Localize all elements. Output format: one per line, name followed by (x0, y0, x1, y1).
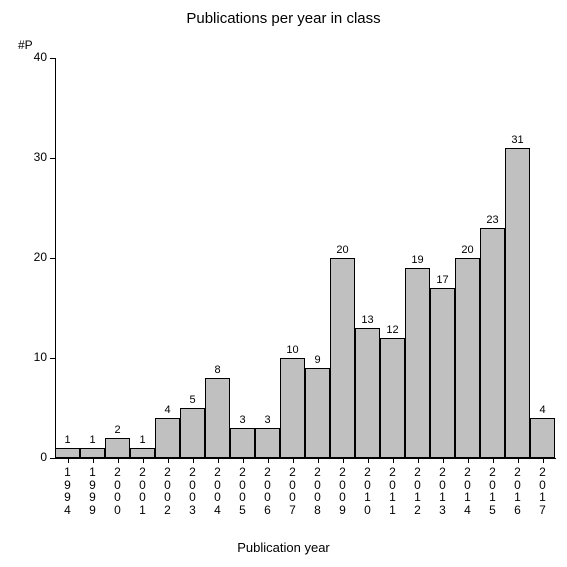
x-tick-mark (418, 458, 419, 463)
x-tick-mark (318, 458, 319, 463)
bar (155, 418, 180, 458)
x-tick-label: 2000 (105, 466, 130, 516)
x-tick-label: 1999 (80, 466, 105, 516)
x-tick-mark (493, 458, 494, 463)
x-tick-mark (393, 458, 394, 463)
bar (105, 438, 130, 458)
x-tick-mark (168, 458, 169, 463)
bar-value-label: 12 (378, 324, 407, 336)
bar (130, 448, 155, 458)
bar (280, 358, 305, 458)
bar-value-label: 17 (428, 274, 457, 286)
bar-value-label: 1 (128, 434, 157, 446)
y-tick-mark (50, 358, 55, 359)
bar (530, 418, 555, 458)
bar-value-label: 5 (178, 394, 207, 406)
x-tick-label: 2001 (130, 466, 155, 516)
x-axis-title: Publication year (0, 540, 567, 555)
bar-value-label: 19 (403, 254, 432, 266)
bar (255, 428, 280, 458)
bar (205, 378, 230, 458)
x-tick-mark (143, 458, 144, 463)
x-tick-label: 2015 (480, 466, 505, 516)
x-tick-label: 2014 (455, 466, 480, 516)
bar-value-label: 8 (203, 364, 232, 376)
x-tick-label: 2012 (405, 466, 430, 516)
y-tick-mark (50, 458, 55, 459)
x-tick-mark (518, 458, 519, 463)
x-tick-label: 2009 (330, 466, 355, 516)
chart-container: Publications per year in class #P Public… (0, 0, 567, 567)
bar (230, 428, 255, 458)
bar (505, 148, 530, 458)
bar (180, 408, 205, 458)
y-tick-label: 30 (17, 150, 47, 164)
x-tick-mark (193, 458, 194, 463)
bar-value-label: 31 (503, 134, 532, 146)
bar (480, 228, 505, 458)
x-tick-mark (468, 458, 469, 463)
y-tick-label: 0 (17, 450, 47, 464)
y-tick-label: 20 (17, 250, 47, 264)
bar (455, 258, 480, 458)
bar (55, 448, 80, 458)
bar-value-label: 23 (478, 214, 507, 226)
x-tick-label: 1994 (55, 466, 80, 516)
x-tick-label: 2008 (305, 466, 330, 516)
x-tick-label: 2016 (505, 466, 530, 516)
x-tick-label: 2006 (255, 466, 280, 516)
x-tick-label: 2003 (180, 466, 205, 516)
x-tick-mark (543, 458, 544, 463)
bar (380, 338, 405, 458)
x-tick-label: 2017 (530, 466, 555, 516)
x-tick-label: 2002 (155, 466, 180, 516)
x-tick-mark (343, 458, 344, 463)
y-tick-mark (50, 158, 55, 159)
x-tick-mark (368, 458, 369, 463)
y-tick-label: 10 (17, 350, 47, 364)
bar-value-label: 20 (453, 244, 482, 256)
bar-value-label: 9 (303, 354, 332, 366)
x-tick-mark (268, 458, 269, 463)
chart-title: Publications per year in class (0, 10, 567, 27)
x-tick-mark (293, 458, 294, 463)
x-tick-label: 2004 (205, 466, 230, 516)
x-tick-label: 2013 (430, 466, 455, 516)
bar (405, 268, 430, 458)
x-tick-mark (68, 458, 69, 463)
x-tick-mark (93, 458, 94, 463)
x-tick-label: 2005 (230, 466, 255, 516)
y-tick-label: 40 (17, 50, 47, 64)
bar (80, 448, 105, 458)
bar-value-label: 20 (328, 244, 357, 256)
bar (330, 258, 355, 458)
bar (305, 368, 330, 458)
y-tick-mark (50, 258, 55, 259)
bar-value-label: 3 (253, 414, 282, 426)
x-tick-label: 2007 (280, 466, 305, 516)
x-tick-mark (118, 458, 119, 463)
bar (430, 288, 455, 458)
x-tick-label: 2011 (380, 466, 405, 516)
y-tick-mark (50, 58, 55, 59)
bar-value-label: 4 (528, 404, 557, 416)
bar (355, 328, 380, 458)
x-tick-mark (218, 458, 219, 463)
x-tick-mark (243, 458, 244, 463)
x-tick-mark (443, 458, 444, 463)
x-tick-label: 2010 (355, 466, 380, 516)
